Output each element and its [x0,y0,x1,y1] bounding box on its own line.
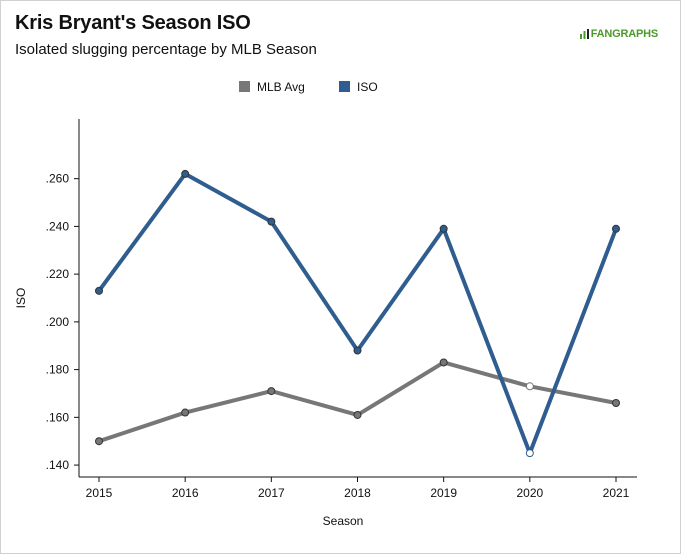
legend-swatch-iso [339,81,350,92]
data-point-iso [353,346,362,355]
brand-name: FANGRAPHS [590,28,658,40]
y-tick-label: .240 [46,219,70,233]
data-point-iso [95,286,103,295]
x-tick-label: 2018 [344,486,371,500]
data-point-iso [439,224,448,233]
data-point-iso [525,449,534,458]
y-axis-title: ISO [14,288,28,309]
chart-subtitle: Isolated slugging percentage by MLB Seas… [15,41,317,58]
chart-title: Kris Bryant's Season ISO [15,12,251,34]
legend-label-iso: ISO [357,80,378,94]
y-tick-label: .200 [46,315,70,329]
x-tick-label: 2017 [258,486,285,500]
data-point-mlb-avg [612,399,620,408]
axes: .140 .160 .180 .200 .220 .240 .260 2015 2016 2017… [14,119,637,528]
x-tick-label: 2021 [603,486,630,500]
x-tick-label: 2015 [86,486,113,500]
y-tick-label: .260 [46,172,70,186]
data-point-mlb-avg [439,358,448,367]
y-tick-label: .220 [46,267,70,281]
data-point-mlb-avg [267,387,276,396]
x-tick-label: 2019 [430,486,457,500]
y-tick-label: .180 [46,363,70,377]
y-tick-label: .160 [46,410,70,424]
y-tick-label: .140 [46,458,70,472]
legend: MLB Avg ISO [239,80,378,94]
brand-logo: FANGRAPHS [579,28,658,40]
x-axis-title: Season [323,514,364,528]
data-point-iso [181,169,190,178]
legend-label-mlb-avg: MLB Avg [257,80,305,94]
data-point-mlb-avg [181,408,190,417]
x-tick-label: 2020 [516,486,543,500]
data-point-iso [267,217,276,226]
legend-swatch-mlb-avg [239,81,250,92]
data-point-mlb-avg [525,382,534,391]
data-points [95,169,620,458]
data-point-mlb-avg [95,437,103,446]
fangraphs-bars-icon [579,29,589,39]
data-point-mlb-avg [353,410,362,419]
data-point-iso [612,224,620,233]
x-tick-label: 2016 [172,486,199,500]
